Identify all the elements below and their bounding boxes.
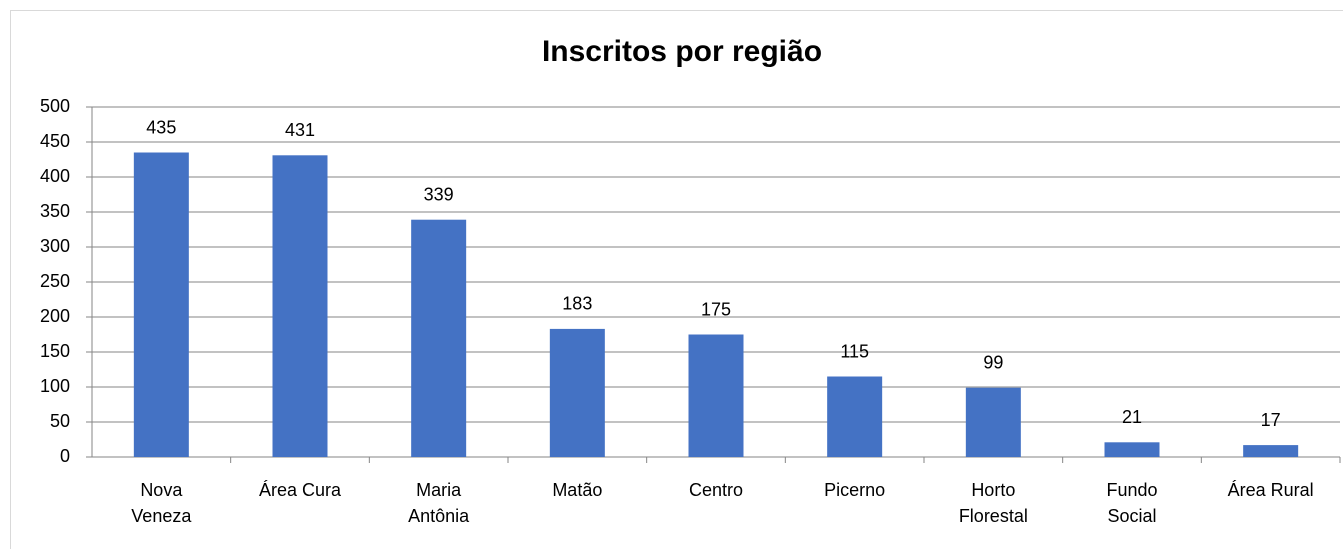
bar xyxy=(411,219,467,457)
x-tick-label: Centro xyxy=(688,480,744,500)
bar xyxy=(827,376,883,457)
chart-title: Inscritos por região xyxy=(542,35,822,68)
x-tick-label: Área Rural xyxy=(1227,480,1314,500)
x-tick-label: Horto Florestal xyxy=(958,480,1028,526)
data-label: 175 xyxy=(701,299,731,319)
data-label: 435 xyxy=(146,117,176,137)
y-tick-label: 100 xyxy=(40,376,70,396)
x-tick-label: Maria Antônia xyxy=(408,480,470,526)
data-label: 99 xyxy=(983,352,1003,372)
bar xyxy=(549,328,605,457)
data-label: 339 xyxy=(424,184,454,204)
x-tick-label: Nova Veneza xyxy=(131,480,192,526)
bar xyxy=(1243,445,1299,457)
y-tick-label: 250 xyxy=(40,271,70,291)
y-tick-label: 50 xyxy=(50,411,70,431)
x-tick-label: Área Cura xyxy=(258,480,342,500)
data-label: 17 xyxy=(1261,410,1281,430)
data-label: 183 xyxy=(562,294,592,314)
x-tick-label: Picerno xyxy=(824,480,886,500)
y-tick-label: 400 xyxy=(40,166,70,186)
y-tick-label: 300 xyxy=(40,236,70,256)
y-tick-label: 200 xyxy=(40,306,70,326)
bar xyxy=(1104,442,1160,457)
data-label: 115 xyxy=(840,341,869,361)
x-tick-label: Fundo Social xyxy=(1106,480,1158,526)
data-label: 21 xyxy=(1122,407,1142,427)
data-label: 431 xyxy=(285,120,315,140)
bar xyxy=(965,387,1021,457)
y-tick-label: 450 xyxy=(40,131,70,151)
bar xyxy=(688,334,744,457)
chart-border xyxy=(10,10,1343,549)
x-tick-label: Matão xyxy=(552,480,603,500)
y-tick-label: 350 xyxy=(40,201,70,221)
y-tick-label: 0 xyxy=(60,446,70,466)
bar xyxy=(133,152,189,457)
bar xyxy=(272,155,328,458)
y-tick-label: 500 xyxy=(40,96,70,116)
y-tick-label: 150 xyxy=(40,341,70,361)
